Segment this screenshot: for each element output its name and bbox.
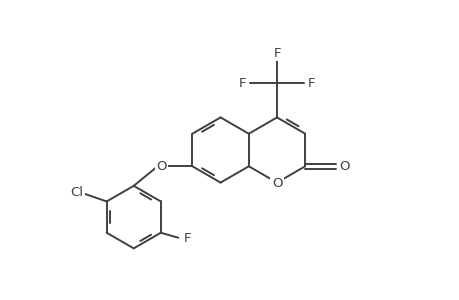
Text: O: O [156, 160, 166, 173]
Text: F: F [273, 47, 280, 60]
Text: F: F [307, 77, 314, 90]
Text: O: O [271, 177, 282, 190]
Text: O: O [338, 160, 349, 173]
Text: Cl: Cl [70, 186, 83, 199]
Text: F: F [239, 77, 246, 90]
Text: F: F [183, 232, 190, 245]
